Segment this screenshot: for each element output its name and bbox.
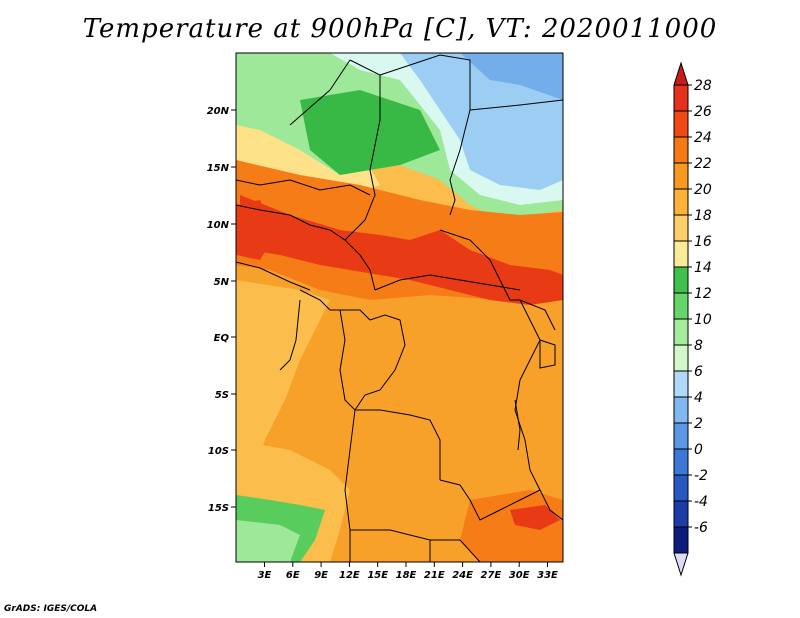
- colorbar-label: 10: [694, 312, 712, 328]
- lat-tick-label: 10N: [207, 220, 230, 231]
- coastline: [236, 261, 311, 291]
- border-line: [439, 229, 501, 281]
- lat-tick-label: EQ: [214, 333, 230, 344]
- colorbar-swatch: [673, 292, 689, 320]
- colorbar-label: 24: [694, 130, 712, 146]
- field-hot-core: [240, 195, 563, 305]
- colorbar-swatch: [673, 526, 689, 554]
- latitude-axis: 20N 15N 10N 5N EQ 5S 10S 15S: [207, 106, 236, 514]
- field-light-blue: [400, 53, 563, 190]
- lake-outline: [514, 399, 521, 451]
- lon-tick-label: 6E: [286, 570, 300, 581]
- field-blue: [460, 53, 563, 100]
- country-borders: [236, 54, 563, 562]
- field-southwest-light: [236, 520, 300, 562]
- border-line: [459, 539, 481, 562]
- lon-tick-label: 30E: [509, 570, 530, 581]
- lat-tick-label: 5N: [214, 277, 230, 288]
- colorbar-swatch: [673, 370, 689, 398]
- lon-tick-label: 3E: [258, 570, 272, 581]
- colorbar-label: 8: [694, 338, 703, 354]
- colorbar-swatch: [673, 266, 689, 294]
- chart-title: Temperature at 900hPa [C], VT: 202001100…: [82, 14, 718, 44]
- lon-tick-label: 15E: [367, 570, 388, 581]
- colorbar-swatch: [673, 448, 689, 476]
- coastline: [279, 299, 301, 371]
- field-dark-green: [300, 90, 440, 175]
- colorbar-swatch: [673, 474, 689, 502]
- field-southeast-hot: [510, 505, 560, 530]
- colorbar-label: 16: [694, 234, 712, 250]
- footer-credit: GrADS: IGES/COLA: [4, 604, 98, 614]
- colorbar-label: 12: [694, 286, 712, 302]
- field-coastal: [236, 280, 330, 490]
- border-line: [236, 179, 371, 196]
- lat-tick-label: 15N: [207, 163, 230, 174]
- map-frame: [235, 52, 564, 563]
- lon-tick-label: 18E: [396, 570, 417, 581]
- colorbar-label: -6: [694, 520, 708, 536]
- colorbar-swatch: [673, 188, 689, 216]
- longitude-axis: 3E 6E 9E 12E 15E 18E 21E 24E 27E 30E 33E: [258, 562, 558, 581]
- border-line: [350, 529, 460, 541]
- border-line: [374, 274, 521, 291]
- colorbar-label: 22: [694, 156, 712, 172]
- colorbar-label: 26: [694, 104, 712, 120]
- colorbar-label: 2: [694, 416, 703, 432]
- lat-tick-label: 15S: [208, 503, 229, 514]
- colorbar-swatch: [673, 396, 689, 424]
- border-line: [499, 279, 556, 331]
- lake-outline: [539, 339, 556, 369]
- colorbar-label: 28: [694, 78, 712, 94]
- lon-tick-label: 9E: [314, 570, 328, 581]
- border-line: [514, 379, 541, 491]
- colorbar-label: -4: [694, 494, 708, 510]
- field-hot-west: [236, 200, 275, 260]
- colorbar-swatch: [673, 240, 689, 268]
- border-line: [299, 289, 371, 321]
- border-line: [354, 314, 406, 411]
- border-line: [329, 229, 376, 291]
- border-line: [539, 489, 563, 521]
- colorbar-label: 18: [694, 208, 712, 224]
- colorbar-top-arrow: [673, 61, 689, 86]
- border-line: [469, 99, 563, 111]
- colorbar-bottom-arrow: [673, 552, 689, 577]
- colorbar-label: 20: [694, 182, 712, 198]
- border-line: [339, 309, 356, 411]
- colorbar-swatch: [673, 162, 689, 190]
- colorbar-swatch: [673, 500, 689, 528]
- field-basin: [340, 310, 530, 500]
- colorbar-swatch: [673, 318, 689, 346]
- colorbar-swatch: [673, 136, 689, 164]
- colorbar-swatch: [673, 110, 689, 138]
- lon-tick-label: 21E: [424, 570, 445, 581]
- colorbar-label: 14: [694, 260, 712, 276]
- colorbar-swatch: [673, 422, 689, 450]
- border-line: [289, 59, 351, 126]
- lon-tick-label: 33E: [537, 570, 558, 581]
- lon-tick-label: 12E: [339, 570, 360, 581]
- colorbar-swatch: [673, 214, 689, 242]
- lat-tick-label: 5S: [215, 390, 229, 401]
- colorbar-label: 4: [694, 390, 703, 406]
- border-line: [379, 54, 471, 216]
- colorbar-label: 0: [694, 442, 703, 458]
- border-line: [344, 409, 356, 562]
- colorbar-label: 6: [694, 364, 703, 380]
- lon-tick-label: 27E: [481, 570, 502, 581]
- lat-tick-label: 20N: [207, 106, 230, 117]
- temperature-field: [236, 53, 563, 562]
- border-line: [439, 479, 541, 521]
- colorbar-label: -2: [694, 468, 708, 484]
- border-line: [355, 409, 441, 480]
- border-line: [236, 204, 331, 231]
- colorbar-swatch: [673, 84, 689, 112]
- lat-tick-label: 10S: [208, 446, 229, 457]
- lon-tick-label: 24E: [452, 570, 473, 581]
- colorbar-swatch: [673, 344, 689, 372]
